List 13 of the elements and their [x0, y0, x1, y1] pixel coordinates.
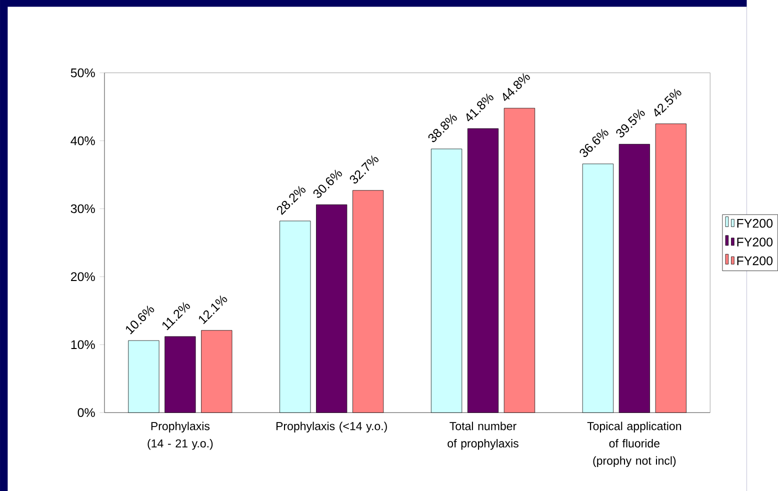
y-tick-label: 20%	[70, 272, 95, 281]
x-tick-label: Prophylaxis (<14 y.o.)	[276, 422, 387, 432]
legend-label: FY200	[737, 237, 773, 246]
y-tick-label: 50%	[70, 68, 95, 78]
x-tick-label: Prophylaxis (14 - 21 y.o.)	[148, 422, 213, 450]
legend-label: FY200	[737, 256, 773, 266]
y-tick-label: 40%	[70, 136, 95, 145]
x-tick-label: Total number of prophylaxis	[448, 422, 518, 450]
legend-label: FY200	[737, 218, 773, 228]
x-tick-label: Topical application of fluoride (prophy not incl)	[587, 422, 682, 467]
y-tick-label: 30%	[70, 204, 95, 213]
y-tick-label: 0%	[78, 408, 95, 417]
y-tick-label: 10%	[71, 340, 95, 349]
